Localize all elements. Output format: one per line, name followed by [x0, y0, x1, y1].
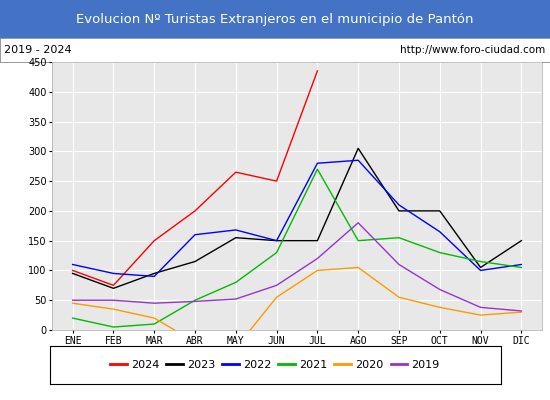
Text: 2019 - 2024: 2019 - 2024 [4, 45, 72, 55]
Text: Evolucion Nº Turistas Extranjeros en el municipio de Pantón: Evolucion Nº Turistas Extranjeros en el … [76, 12, 474, 26]
Text: http://www.foro-ciudad.com: http://www.foro-ciudad.com [400, 45, 546, 55]
Legend: 2024, 2023, 2022, 2021, 2020, 2019: 2024, 2023, 2022, 2021, 2020, 2019 [106, 356, 444, 374]
